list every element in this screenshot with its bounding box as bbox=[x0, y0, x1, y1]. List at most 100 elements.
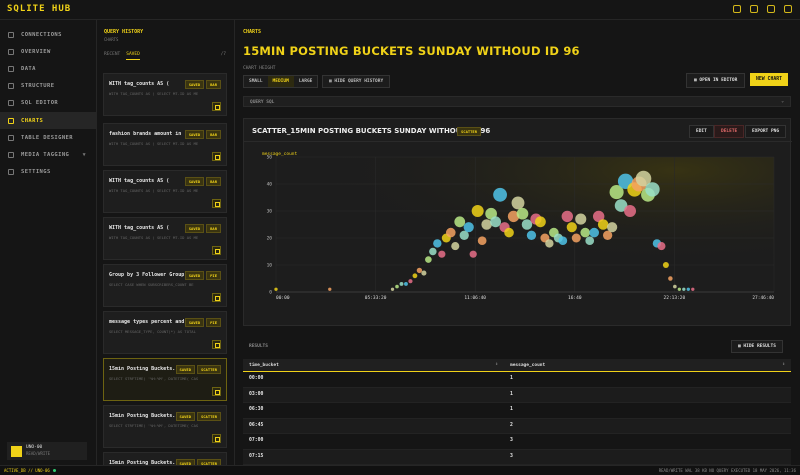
bookmark-icon[interactable] bbox=[212, 152, 221, 161]
bookmark-icon[interactable] bbox=[212, 387, 221, 396]
scatter-point bbox=[399, 281, 404, 286]
sort-icon[interactable]: ⇕ bbox=[495, 362, 498, 367]
sidebar-item-charts[interactable]: CHARTS bbox=[0, 111, 96, 130]
size-small-button[interactable]: SMALL bbox=[244, 76, 268, 87]
x-tick-label: 27:46:40 bbox=[752, 295, 774, 301]
refresh-icon[interactable] bbox=[733, 5, 741, 13]
history-card-sql: SELECT MESSAGE_TYPE, COUNT(*) AS TOTAL bbox=[109, 329, 196, 334]
scatter-point bbox=[580, 227, 591, 238]
gear-icon[interactable] bbox=[784, 5, 792, 13]
size-large-button[interactable]: LARGE bbox=[293, 76, 318, 87]
history-count: /7 bbox=[220, 52, 226, 57]
sidebar-item-media-tagging[interactable]: MEDIA TAGGING ▼ bbox=[0, 146, 96, 163]
scatter-point bbox=[454, 216, 466, 228]
table-row[interactable]: 06:45 2 bbox=[243, 418, 791, 434]
table-row[interactable]: 00:00 1 bbox=[243, 372, 791, 388]
status-info: READ/WRITE WAL 38 KB NO QUERY EXECUTED 1… bbox=[658, 468, 796, 473]
document-icon[interactable] bbox=[750, 5, 758, 13]
scatter-point bbox=[471, 205, 484, 217]
sidebar-item-overview[interactable]: OVERVIEW bbox=[0, 43, 96, 60]
delete-button[interactable]: DELETE bbox=[714, 125, 745, 138]
column-header-time-bucket[interactable]: time_bucket ⇕ bbox=[243, 359, 504, 371]
open-in-editor-button[interactable]: ▦ OPEN IN EDITOR bbox=[686, 73, 746, 88]
tab-recent[interactable]: RECENT bbox=[104, 52, 121, 57]
sort-icon[interactable]: ⇕ bbox=[782, 362, 785, 367]
column-header-message-count[interactable]: message_count ⇕ bbox=[504, 359, 791, 371]
chevron-down-icon: ⌄ bbox=[781, 99, 784, 104]
history-card[interactable]: WITH tag_counts AS (SAVED BAR WITH TAG_COU… bbox=[103, 73, 227, 116]
x-tick-label: 11:06:40 bbox=[464, 295, 486, 301]
chevron-down-icon[interactable]: ▼ bbox=[82, 151, 86, 158]
edit-button[interactable]: EDIT bbox=[689, 125, 714, 138]
size-medium-button[interactable]: MEDIUM bbox=[267, 76, 294, 87]
y-tick-label: 40 bbox=[267, 182, 273, 188]
tab-saved[interactable]: SAVED bbox=[126, 52, 140, 60]
folder-icon[interactable] bbox=[767, 5, 775, 13]
sidebar-item-sql-editor[interactable]: SQL EDITOR bbox=[0, 95, 96, 112]
export-png-button[interactable]: EXPORT PNG bbox=[745, 125, 787, 138]
scatter-point bbox=[274, 287, 278, 291]
chart-height-label: CHART HEIGHT bbox=[243, 66, 276, 71]
sidebar: CONNECTIONS OVERVIEW DATA STRUCTURE SQL … bbox=[0, 20, 97, 465]
sidebar-item-settings[interactable]: SETTINGS bbox=[0, 164, 96, 181]
scatter-point bbox=[485, 207, 497, 220]
bookmark-icon[interactable] bbox=[212, 434, 221, 443]
query-sql-toggle[interactable]: QUERY SQL ⌄ bbox=[243, 96, 791, 107]
chart-header: SCATTER_15MIN POSTING BUCKETS SUNDAY WIT… bbox=[244, 119, 792, 142]
scatter-point bbox=[662, 262, 669, 268]
cell-message-count: 3 bbox=[510, 438, 513, 443]
bookmark-icon[interactable] bbox=[212, 293, 221, 302]
table-row[interactable]: 07:00 3 bbox=[243, 434, 791, 450]
bookmark-icon[interactable] bbox=[212, 102, 221, 111]
scatter-point bbox=[507, 210, 520, 223]
scatter-point bbox=[682, 287, 686, 291]
history-card[interactable]: 15min Posting Buckets... SAVED SCATTER bbox=[103, 452, 227, 465]
sidebar-item-table-designer[interactable]: TABLE DESIGNER bbox=[0, 129, 96, 146]
x-tick-label: 00:00 bbox=[276, 295, 290, 301]
scatter-point bbox=[614, 199, 628, 212]
sidebar-item-connections[interactable]: CONNECTIONS bbox=[0, 26, 96, 43]
sidebar-item-structure[interactable]: STRUCTURE bbox=[0, 78, 96, 95]
table-row[interactable]: 06:30 1 bbox=[243, 403, 791, 419]
table-row[interactable]: 07:15 3 bbox=[243, 449, 791, 465]
history-card[interactable]: 15min Posting Buckets... SAVED SCATTER SELE… bbox=[103, 405, 227, 448]
history-card[interactable]: WITH tag_counts AS (SAVED BAR WITH TAG_COU… bbox=[103, 217, 227, 260]
hide-results-button[interactable]: ▦ HIDE RESULTS bbox=[731, 340, 783, 353]
bookmark-icon[interactable] bbox=[212, 199, 221, 208]
history-card[interactable]: WITH tag_counts AS (SAVED BAR WITH TAG_COU… bbox=[103, 170, 227, 213]
scatter-point bbox=[566, 222, 577, 233]
status-bar: ACTIVE_DB // UNO-06 READ/WRITE WAL 38 KB… bbox=[0, 465, 800, 475]
chart-type-badge: BAR bbox=[206, 130, 221, 139]
chart-card: SCATTER_15MIN POSTING BUCKETS SUNDAY WIT… bbox=[243, 118, 792, 326]
scatter-point bbox=[328, 287, 332, 291]
x-tick-label: 05:33:20 bbox=[365, 295, 387, 301]
table-icon bbox=[8, 65, 14, 72]
scatter-point bbox=[602, 230, 613, 240]
chart-type-badge: BAR bbox=[206, 177, 221, 186]
scatter-point bbox=[535, 216, 546, 228]
cell-time-bucket: 03:00 bbox=[249, 391, 264, 397]
new-chart-button[interactable]: NEW CHART bbox=[750, 73, 788, 86]
scatter-point bbox=[504, 227, 514, 238]
cell-message-count: 1 bbox=[510, 407, 513, 412]
scatter-point bbox=[686, 287, 690, 291]
bookmark-icon[interactable] bbox=[212, 340, 221, 349]
chart-icon bbox=[8, 117, 14, 124]
sidebar-item-label: CHARTS bbox=[21, 117, 44, 124]
table-row[interactable]: 03:00 1 bbox=[243, 387, 791, 403]
table-header: time_bucket ⇕ message_count ⇕ bbox=[243, 359, 791, 372]
history-card[interactable]: 15min Posting Buckets... SAVED SCATTER SELE… bbox=[103, 358, 227, 401]
hide-query-history-button[interactable]: ▦ HIDE QUERY HISTORY bbox=[322, 75, 391, 88]
user-card[interactable]: UNO-00 READ/WRITE bbox=[7, 442, 87, 460]
sidebar-item-data[interactable]: DATA bbox=[0, 60, 96, 77]
grid-icon bbox=[8, 48, 14, 55]
sidebar-item-label: MEDIA TAGGING bbox=[21, 151, 70, 158]
history-card[interactable]: Group by 3 Follower Groups SAVED PIE SELECT… bbox=[103, 264, 227, 307]
open-editor-label: OPEN IN EDITOR bbox=[699, 78, 738, 83]
bookmark-icon[interactable] bbox=[212, 246, 221, 255]
user-name: UNO-00 bbox=[26, 445, 43, 450]
sidebar-item-label: SQL EDITOR bbox=[21, 100, 59, 107]
scatter-point bbox=[597, 219, 609, 230]
